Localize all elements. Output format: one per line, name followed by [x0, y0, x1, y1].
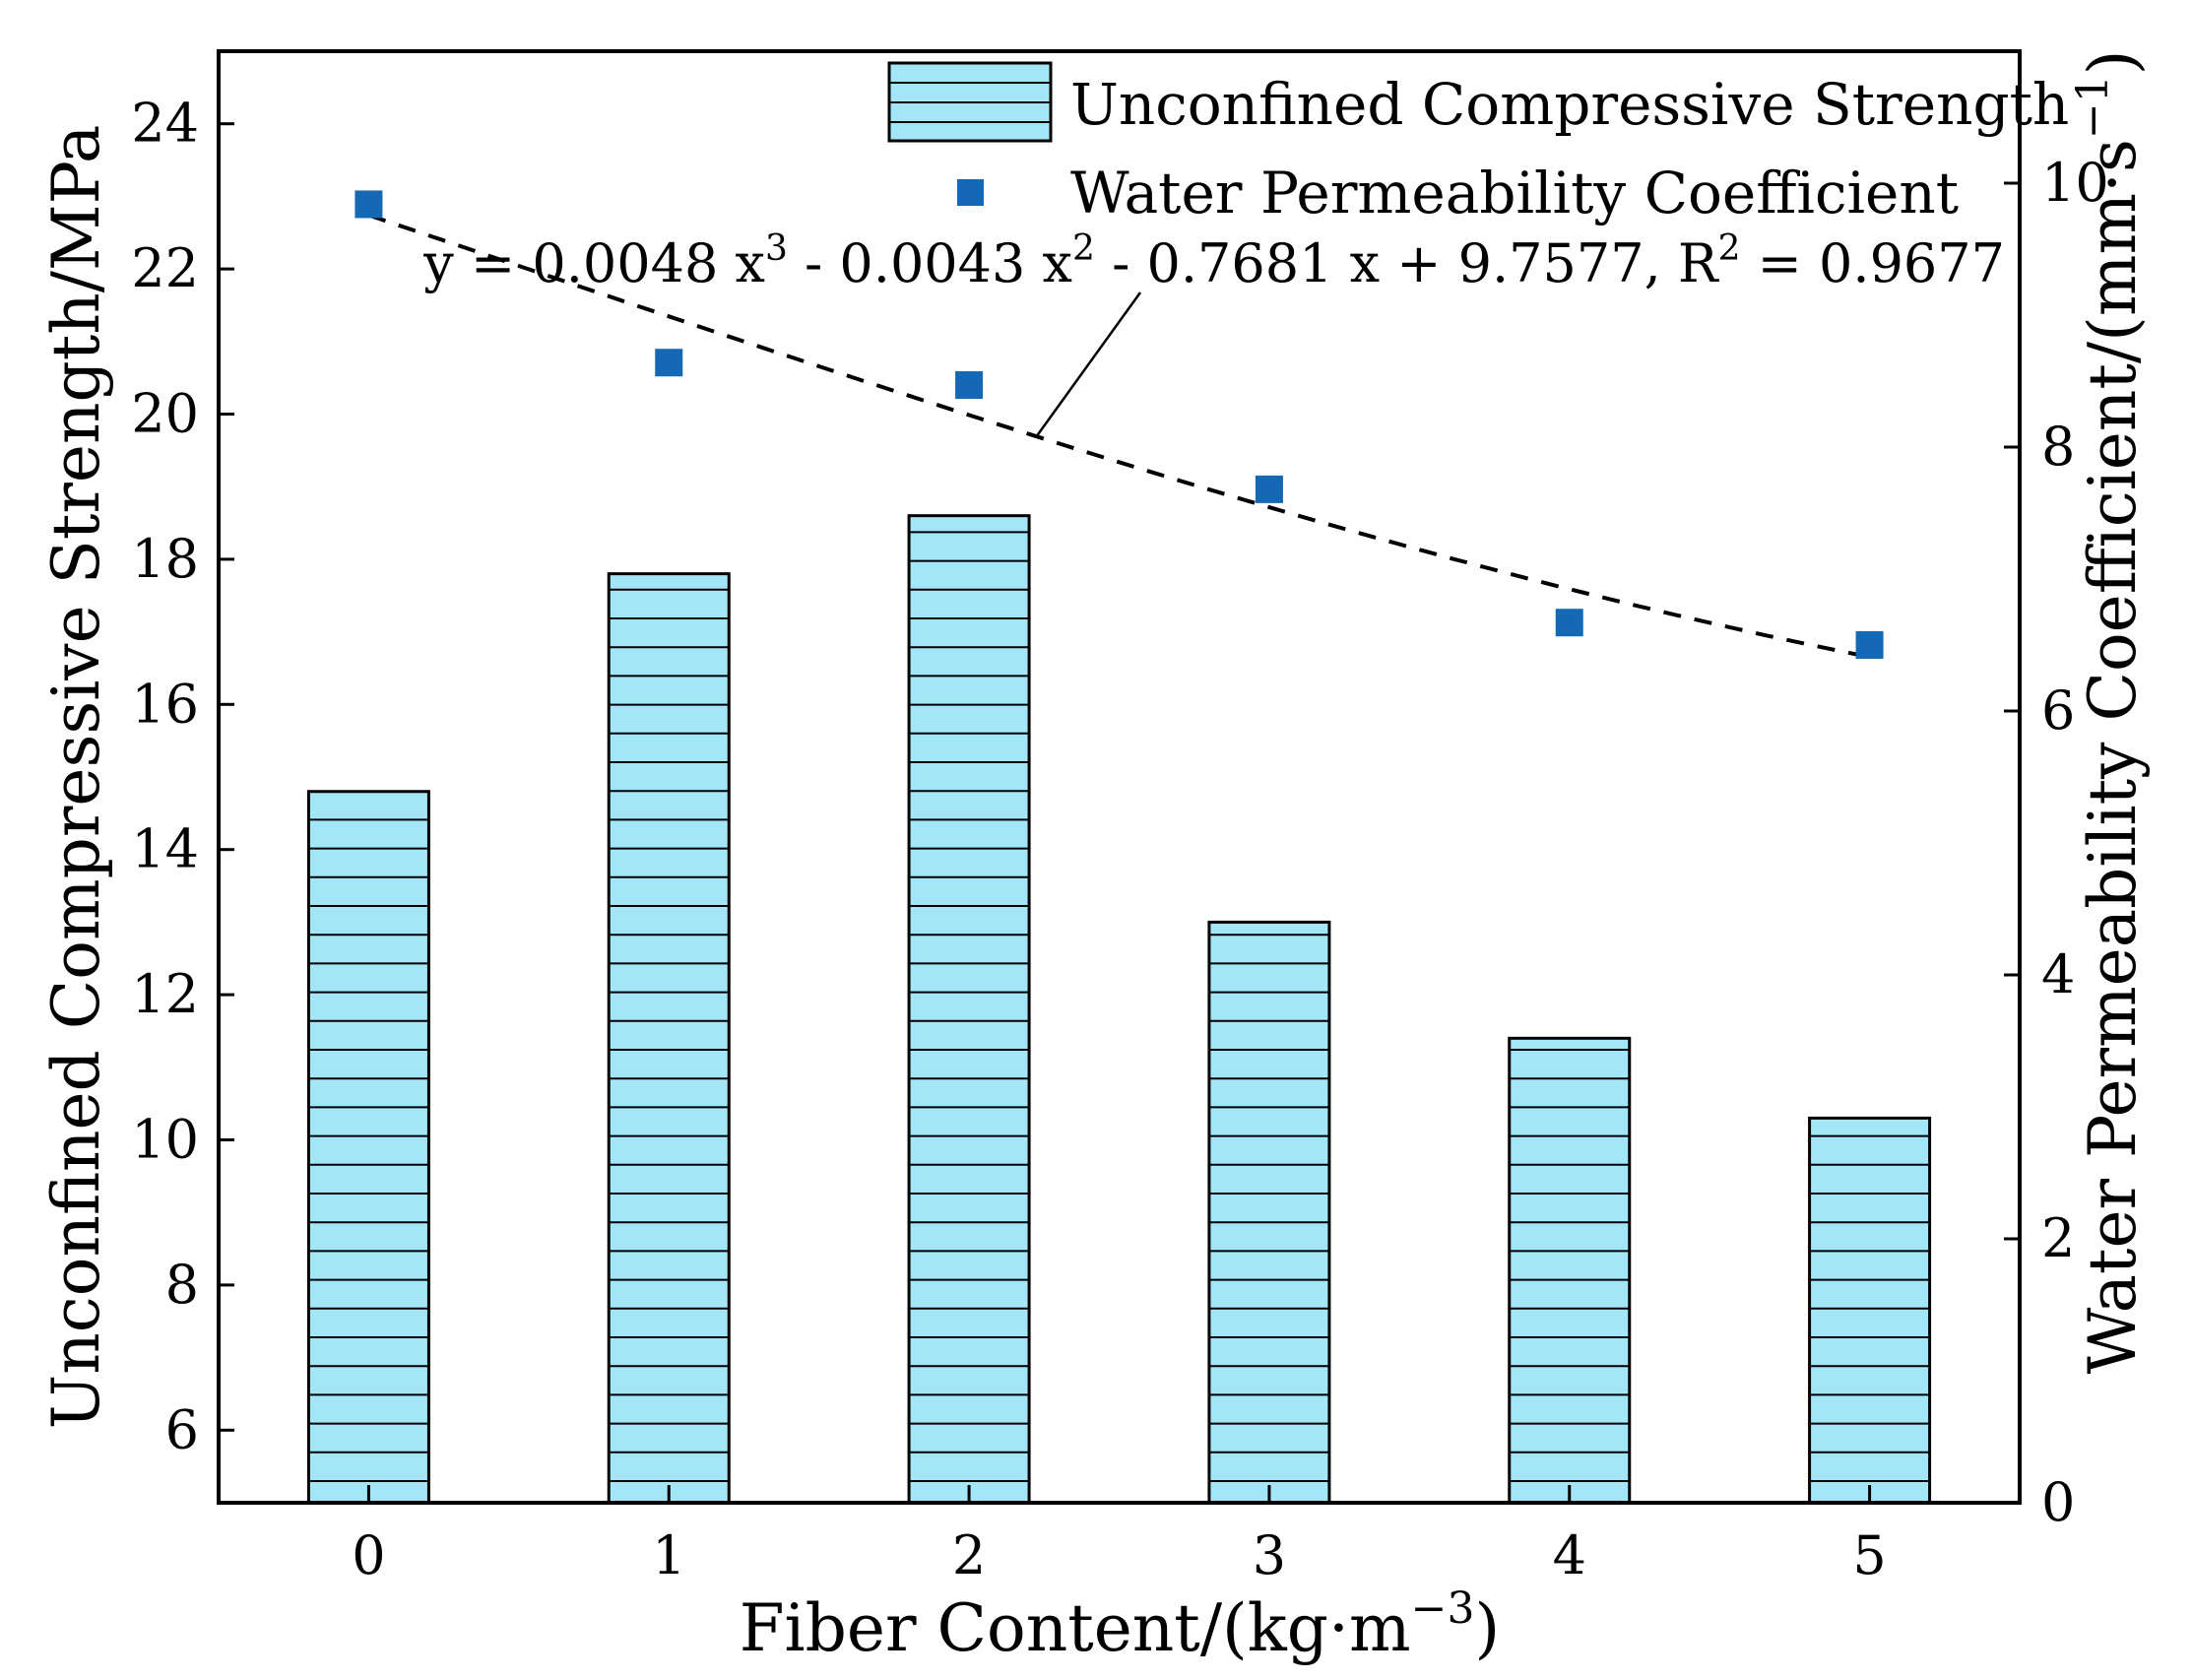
y-right-tick-label: 4	[2041, 943, 2075, 1005]
y-left-tick-label: 14	[131, 818, 199, 880]
legend-label-point: Water Permeability Coefficient	[1070, 160, 1959, 226]
y-right-tick-label: 2	[2041, 1207, 2075, 1269]
bar-series	[306, 514, 1932, 1503]
scatter-series	[355, 190, 1884, 659]
y-left-tick-label: 6	[165, 1398, 199, 1460]
point-4	[1555, 609, 1583, 637]
x-axis: 0 1 2 3 4 5	[352, 1485, 1887, 1586]
x-tick-label: 0	[352, 1524, 385, 1586]
fit-equation: y = 0.0048 x3 - 0.0043 x2 - 0.7681 x + 9…	[422, 228, 2005, 294]
y-right-tick-label: 6	[2041, 679, 2075, 742]
trend-line	[367, 213, 1870, 660]
y-right-axis-title: Water Permeability Coefficient/(mm·s−1)	[2068, 49, 2151, 1374]
x-tick-label: 3	[1253, 1524, 1286, 1586]
y-right-tick-label: 8	[2041, 416, 2075, 478]
point-2	[955, 371, 984, 400]
y-right-tick-label: 10	[2041, 152, 2109, 214]
y-left-axis: 6 8 10 12 14 16 18 20 22 24	[131, 93, 234, 1460]
x-tick-label: 5	[1852, 1524, 1886, 1586]
y-left-tick-label: 18	[131, 528, 199, 590]
y-left-axis-title: Unconfined Compressive Strength/MPa	[38, 125, 114, 1430]
point-3	[1255, 475, 1283, 503]
y-left-tick-label: 20	[131, 383, 199, 445]
x-axis-title: Fiber Content/(kg·m−3)	[740, 1583, 1501, 1666]
x-tick-label: 1	[652, 1524, 685, 1586]
y-left-tick-label: 8	[165, 1254, 199, 1316]
bar-5	[1808, 1116, 1932, 1503]
bar-1	[607, 572, 731, 1503]
bar-3	[1207, 920, 1331, 1503]
y-left-tick-label: 24	[131, 93, 199, 155]
point-1	[655, 349, 683, 377]
point-0	[355, 190, 383, 219]
y-left-tick-label: 16	[131, 673, 199, 735]
x-tick-label: 2	[952, 1524, 986, 1586]
x-tick-label: 4	[1553, 1524, 1586, 1586]
point-5	[1855, 631, 1884, 659]
plot-frame	[217, 49, 2022, 1505]
equation-leader-line	[1034, 291, 1142, 438]
legend-point-swatch	[957, 179, 984, 206]
y-right-axis: 0 2 4 6 8 10	[2004, 152, 2109, 1533]
y-left-tick-label: 22	[131, 237, 199, 299]
y-left-tick-label: 10	[131, 1109, 199, 1171]
y-right-tick-label: 0	[2041, 1471, 2075, 1533]
legend: Unconfined Compressive Strength Water Pe…	[887, 61, 2069, 226]
bar-0	[306, 790, 430, 1503]
legend-label-bar: Unconfined Compressive Strength	[1070, 71, 2069, 138]
bar-4	[1508, 1036, 1632, 1503]
y-left-tick-label: 12	[131, 963, 199, 1025]
bar-2	[907, 514, 1031, 1503]
